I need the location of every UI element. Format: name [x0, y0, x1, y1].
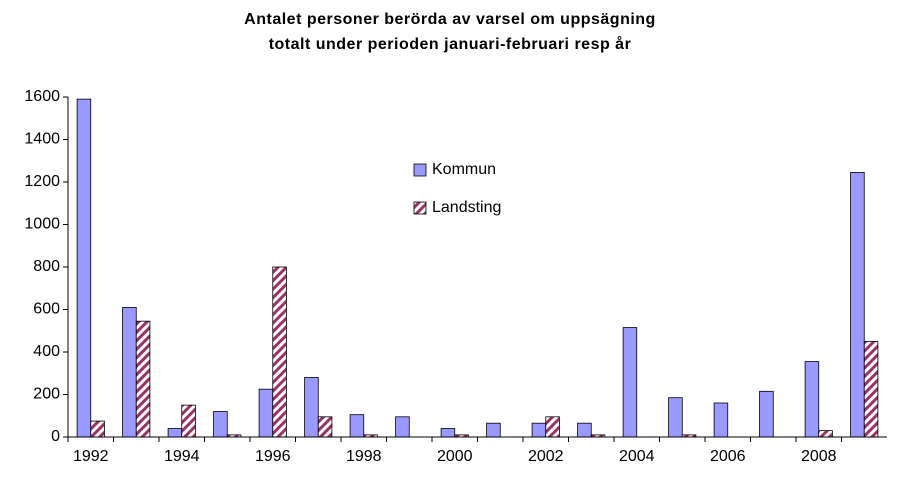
legend-box [405, 150, 535, 226]
bar [258, 388, 274, 438]
bar [76, 98, 92, 438]
bar [181, 404, 196, 438]
legend-label: Landsting [432, 199, 501, 216]
bar [213, 411, 228, 438]
y-tick-label: 200 [33, 386, 60, 403]
x-tick-label: 1994 [164, 448, 200, 465]
y-tick-label: 600 [33, 301, 60, 318]
y-tick-label: 1400 [24, 131, 60, 148]
x-tick-label: 1992 [73, 448, 109, 465]
bar [135, 320, 151, 438]
x-tick-label: 2002 [528, 448, 564, 465]
x-tick-label: 2008 [801, 448, 837, 465]
bar [818, 430, 833, 438]
legend-label: Kommun [432, 161, 496, 178]
bar [759, 390, 774, 438]
x-tick-label: 1996 [255, 448, 291, 465]
bar [395, 416, 410, 438]
legend-swatch [413, 163, 427, 177]
chart-title: totalt under perioden januari-februari r… [269, 35, 632, 53]
chart-title: Antalet personer berörda av varsel om up… [244, 11, 656, 28]
bar [577, 422, 592, 438]
y-tick-label: 1600 [24, 88, 60, 105]
y-tick-label: 1200 [24, 173, 60, 190]
x-tick-label: 2000 [437, 448, 473, 465]
bar [486, 422, 501, 438]
x-tick-label: 2004 [619, 448, 655, 465]
bar [167, 428, 183, 438]
bar [713, 402, 729, 438]
bar [440, 428, 456, 438]
y-tick-label: 800 [33, 258, 60, 275]
bar [545, 416, 560, 438]
y-tick-label: 0 [51, 428, 60, 445]
y-tick-label: 400 [33, 343, 60, 360]
bar [272, 266, 287, 438]
bar [804, 361, 820, 438]
bar [349, 414, 365, 438]
bar [668, 397, 683, 438]
bar [850, 172, 865, 438]
bar [531, 422, 547, 438]
bar [317, 416, 333, 438]
y-tick-label: 1000 [24, 216, 60, 233]
bar [622, 327, 638, 438]
bar [90, 420, 105, 438]
x-tick-label: 1998 [346, 448, 382, 465]
bar [863, 340, 879, 438]
bar [304, 377, 319, 438]
bar [122, 306, 137, 438]
legend: Kommun Landsting [405, 150, 535, 226]
legend-swatch [413, 201, 427, 215]
x-tick-label: 2006 [710, 448, 746, 465]
